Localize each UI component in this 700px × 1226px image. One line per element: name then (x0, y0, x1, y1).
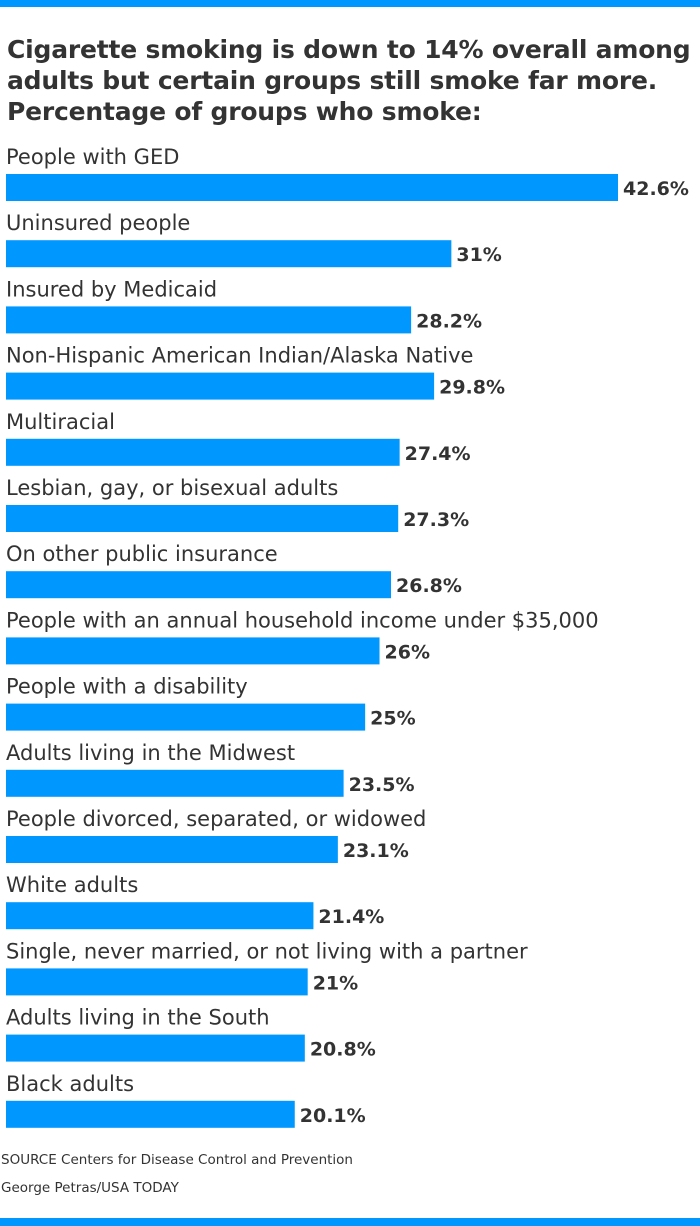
bar (6, 836, 338, 863)
bar (6, 174, 618, 201)
bar (6, 1100, 295, 1128)
bar (6, 902, 314, 930)
category-label: Single, never married, or not living wit… (6, 939, 528, 963)
category-label: Non-Hispanic American Indian/Alaska Nati… (6, 344, 473, 368)
category-label: Multiracial (6, 410, 115, 434)
category-label: Uninsured people (6, 211, 190, 235)
bar (6, 438, 400, 466)
value-label: 21% (313, 972, 358, 994)
category-label: People with a disability (6, 675, 248, 699)
chart-title-line-2: adults but certain groups still smoke fa… (7, 66, 658, 95)
value-label: 42.6% (623, 178, 689, 200)
value-label: 21.4% (318, 906, 384, 928)
bottom-rule (0, 1218, 700, 1226)
bar (6, 703, 366, 731)
value-label: 29.8% (439, 377, 505, 399)
value-label: 23.5% (349, 774, 415, 796)
value-label: 27.3% (403, 509, 469, 531)
value-label: 28.2% (416, 310, 482, 332)
category-label: People with GED (6, 145, 179, 169)
bar (6, 571, 392, 599)
bar (6, 769, 344, 797)
bar (6, 372, 435, 400)
credit-line: George Petras/USA TODAY (1, 1180, 179, 1196)
chart-title-line-1: Cigarette smoking is down to 14% overall… (7, 35, 691, 64)
top-rule (0, 0, 700, 7)
source-note: SOURCE Centers for Disease Control and P… (1, 1152, 353, 1168)
category-label: White adults (6, 873, 138, 897)
category-label: People divorced, separated, or widowed (6, 807, 426, 831)
category-label: People with an annual household income u… (6, 608, 599, 632)
value-label: 27.4% (405, 443, 471, 465)
category-label: Adults living in the South (6, 1006, 270, 1030)
value-label: 23.1% (343, 840, 409, 862)
category-label: Black adults (6, 1072, 134, 1096)
category-label: On other public insurance (6, 542, 278, 566)
value-label: 26.8% (396, 575, 462, 597)
bar (6, 637, 380, 665)
category-label: Insured by Medicaid (6, 277, 217, 301)
value-label: 20.8% (310, 1039, 376, 1061)
bar (6, 968, 308, 996)
category-label: Adults living in the Midwest (6, 741, 295, 765)
value-label: 26% (385, 641, 430, 663)
value-label: 20.1% (300, 1105, 366, 1127)
value-label: 25% (370, 708, 415, 730)
bar (6, 240, 452, 268)
chart-title: Cigarette smoking is down to 14% overall… (7, 34, 697, 127)
bar (6, 1034, 305, 1062)
bar (6, 306, 412, 334)
category-label: Lesbian, gay, or bisexual adults (6, 476, 338, 500)
chart-title-line-3: Percentage of groups who smoke: (7, 97, 482, 126)
bar (6, 505, 399, 532)
value-label: 31% (456, 244, 501, 266)
